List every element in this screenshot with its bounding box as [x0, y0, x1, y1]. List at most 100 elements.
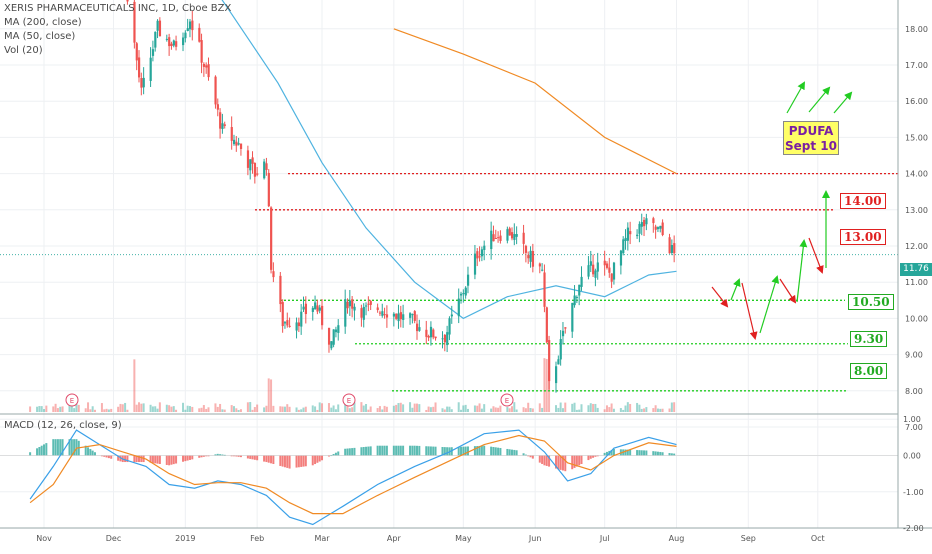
macd-histogram-bar — [29, 452, 32, 456]
volume-bar — [142, 403, 145, 412]
macd-histogram-bar — [369, 446, 372, 456]
candle-body — [494, 237, 497, 239]
indicator-ma200[interactable]: MA (200, close) — [4, 17, 82, 28]
volume-bar — [140, 403, 143, 412]
volume-bar — [191, 406, 194, 412]
candle-body — [541, 269, 544, 271]
indicator-vol[interactable]: Vol (20) — [4, 45, 43, 56]
volume-bar — [138, 402, 141, 412]
macd-histogram-bar — [429, 446, 432, 456]
candle-body — [395, 313, 398, 319]
macd-histogram-bar — [522, 453, 525, 456]
volume-bar — [168, 405, 171, 412]
candle-body — [237, 143, 240, 145]
macd-histogram-bar — [84, 445, 87, 456]
macd-histogram-bar — [251, 455, 254, 460]
volume-bar — [207, 407, 210, 412]
earnings-marker-letter: E — [70, 397, 74, 405]
macd-histogram-bar — [457, 446, 460, 456]
macd-histogram-bar — [351, 448, 354, 456]
macd-histogram-bar — [392, 445, 395, 456]
volume-bar — [362, 405, 365, 412]
volume-bar — [334, 409, 337, 412]
candle-body — [543, 272, 546, 307]
candle-body — [622, 239, 625, 254]
volume-bar — [182, 402, 185, 412]
time-tick-label: Dec — [106, 534, 121, 543]
macd-histogram-bar — [283, 455, 286, 468]
candle-body — [462, 293, 465, 295]
candle-body — [626, 227, 630, 241]
candle-body — [337, 325, 340, 333]
pdufa-line1: PDUFA — [788, 124, 834, 138]
volume-bar — [175, 409, 178, 412]
macd-histogram-bar — [515, 450, 518, 456]
macd-histogram-bar — [427, 446, 430, 456]
chart-title: XERIS PHARMACEUTICALS INC, 1D, Cboe BZX — [4, 3, 232, 14]
volume-bar — [596, 407, 599, 412]
volume-bar — [464, 404, 467, 412]
macd-histogram-bar — [168, 455, 171, 466]
candle-body — [149, 57, 152, 81]
macd-histogram-bar — [207, 455, 210, 457]
volume-bar — [369, 406, 372, 412]
indicator-ma50[interactable]: MA (50, close) — [4, 31, 76, 42]
time-tick-label: Mar — [314, 534, 330, 543]
candle-body — [263, 161, 266, 179]
macd-histogram-bar — [360, 447, 363, 456]
candle-body — [184, 32, 187, 39]
candle-body — [135, 43, 138, 61]
volume-bar — [119, 403, 122, 412]
candle-body — [513, 234, 516, 240]
macd-histogram-bar — [527, 455, 530, 457]
volume-bar — [499, 405, 502, 412]
candle-body — [126, 0, 129, 2]
macd-histogram-bar — [188, 455, 191, 460]
candle-body — [235, 141, 238, 146]
volume-bar — [188, 406, 191, 412]
volume-bar — [490, 408, 493, 412]
volume-bar — [126, 409, 129, 412]
volume-bar — [314, 406, 317, 412]
macd-tick-label: -1.00 — [903, 488, 924, 497]
volume-bar — [515, 409, 518, 412]
volume-bar — [348, 408, 351, 412]
volume-bar — [638, 404, 641, 412]
candle-body — [399, 312, 402, 320]
macd-histogram-bar — [367, 446, 370, 456]
macd-label[interactable]: MACD (12, 26, close, 9) — [4, 420, 122, 431]
candle-body — [297, 322, 301, 327]
candle-body — [138, 57, 141, 78]
ma200-line — [393, 28, 677, 175]
macd-histogram-bar — [466, 446, 469, 456]
candle-body — [527, 255, 530, 259]
candle-body — [483, 245, 486, 250]
macd-histogram-bar — [302, 455, 305, 467]
volume-bar — [100, 403, 103, 412]
macd-histogram-bar — [316, 455, 319, 463]
macd-tick-label: -2.00 — [903, 524, 924, 533]
volume-bar — [246, 402, 249, 412]
candle-body — [575, 296, 579, 298]
macd-histogram-bar — [610, 449, 613, 456]
candle-body — [673, 243, 676, 254]
volume-bar — [40, 406, 43, 412]
candle-body — [156, 20, 159, 31]
candle-body — [446, 332, 449, 346]
macd-histogram-bar — [365, 446, 368, 456]
time-tick-label: Sep — [741, 534, 756, 543]
volume-bar — [68, 404, 71, 412]
volume-bar — [575, 409, 578, 412]
candle-body — [460, 293, 463, 296]
time-tick-label: Jun — [528, 534, 542, 543]
candle-body — [332, 329, 335, 345]
macd-histogram-bar — [200, 455, 203, 458]
time-tick-label: May — [455, 534, 472, 543]
candle-body — [515, 234, 518, 237]
macd-histogram-bar — [652, 451, 655, 456]
candle-body — [170, 43, 173, 47]
macd-histogram-bar — [573, 455, 576, 468]
candle-body — [578, 284, 581, 296]
candle-body — [172, 40, 175, 46]
